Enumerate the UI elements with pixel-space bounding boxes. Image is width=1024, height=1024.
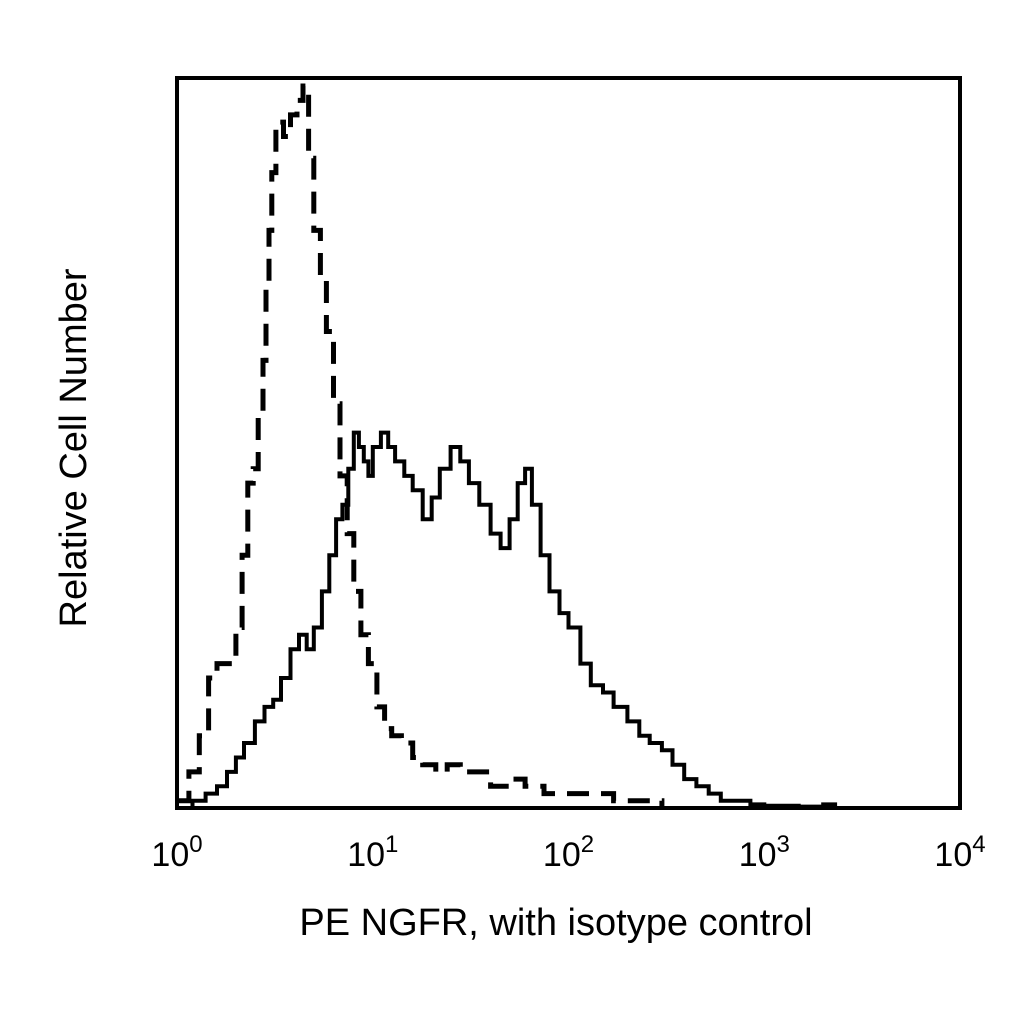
- x-axis-label: PE NGFR, with isotype control: [299, 902, 812, 944]
- series-line-isotype-control: [177, 83, 665, 808]
- series-line-stained: [177, 430, 838, 810]
- series-layer: [177, 83, 838, 810]
- x-tick-labels: 100 101 102 103 104: [151, 831, 985, 874]
- x-tick-label: 102: [543, 831, 594, 874]
- x-tick-label: 103: [739, 831, 790, 874]
- x-tick-label: 104: [934, 831, 985, 874]
- x-tick-label: 100: [151, 831, 202, 874]
- x-tick-label: 101: [347, 831, 398, 874]
- plot-frame: [175, 76, 962, 810]
- y-axis-label: Relative Cell Number: [53, 268, 95, 627]
